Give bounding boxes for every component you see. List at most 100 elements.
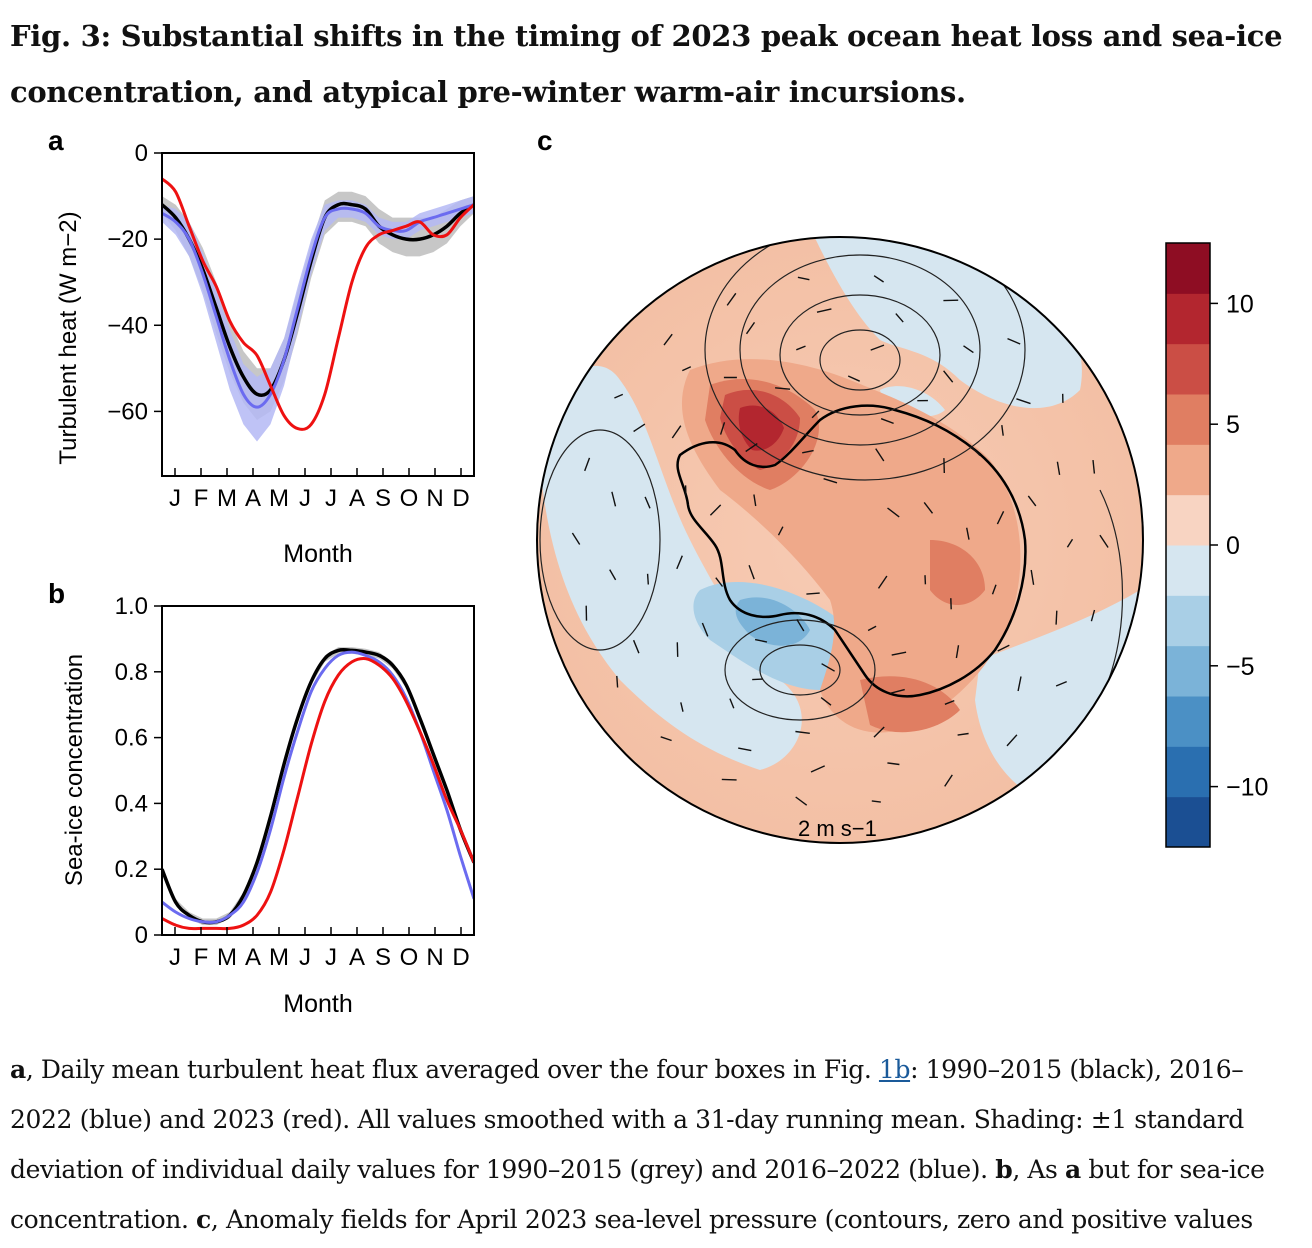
anomaly-region-negative [735, 597, 810, 646]
wind-vector [943, 370, 954, 383]
wind-vector [795, 796, 808, 806]
caption-text-a2: : 1990–2015 (black), 2016–2022 (blue) an… [10, 1055, 1244, 1184]
polar-anomaly-map [537, 237, 1143, 843]
colorbar-tick-label: 10 [1226, 290, 1254, 318]
wind-vector [795, 730, 810, 734]
shading-band-grey [162, 647, 474, 926]
panel-b-frame [161, 605, 475, 936]
wind-vector [797, 276, 810, 281]
x-tick-label: D [452, 485, 469, 512]
y-tick-label: 0 [135, 140, 148, 167]
wind-vector [796, 345, 806, 351]
y-tick-label: 0.8 [115, 659, 148, 686]
wind-vector [1007, 337, 1021, 345]
wind-vector [867, 625, 877, 632]
anomaly-region-positive [930, 540, 985, 605]
wind-vector [775, 387, 791, 390]
x-tick-label: J [169, 944, 181, 971]
wind-vector [997, 644, 1010, 652]
wind-vector [1016, 398, 1031, 405]
x-tick-label: F [194, 944, 209, 971]
wind-vector [811, 410, 820, 419]
wind-vector [1092, 460, 1096, 474]
colorbar-tick-label: −5 [1226, 653, 1255, 681]
wind-vector [944, 699, 955, 705]
wind-vector [753, 494, 757, 507]
panel-b-y-label: Sea-ice concentration [61, 654, 88, 886]
x-tick-label: D [452, 944, 469, 971]
wind-vector [1017, 676, 1022, 692]
panel-a-x-label: Month [283, 540, 352, 568]
colorbar-segment [1166, 796, 1210, 848]
y-tick-label: −40 [107, 312, 148, 339]
figure-caption: a, Daily mean turbulent heat flux averag… [10, 1045, 1305, 1245]
antarctic-coastline [676, 404, 1027, 698]
wind-vector [963, 345, 974, 354]
x-tick-label: A [245, 944, 261, 971]
panel-a-lines [162, 177, 474, 431]
anomaly-region-negative [538, 365, 802, 770]
wind-vector [957, 732, 969, 736]
x-tick-label: J [325, 944, 337, 971]
colorbar-tick-label: 5 [1226, 411, 1240, 439]
panel-b-bands [162, 647, 474, 926]
vector-scale-label: 2 m s−1 [798, 816, 877, 841]
colorbar-segment [1166, 696, 1210, 747]
wind-vector [646, 573, 649, 585]
wind-vector [806, 592, 820, 595]
x-tick-label: A [245, 485, 261, 512]
colorbar [1166, 243, 1210, 848]
panel-b-lines [162, 647, 474, 931]
colorbar-segment [1166, 645, 1210, 697]
series-line-black [162, 647, 474, 925]
wind-vector [966, 527, 970, 540]
series-line-red [162, 656, 474, 931]
panel-a-y-axis: 0 −20 −40 −60 [107, 140, 162, 425]
wind-vector [1055, 610, 1058, 625]
x-tick-label: N [426, 944, 443, 971]
x-tick-label: J [299, 485, 311, 512]
figure-title: Fig. 3: Substantial shifts in the timing… [10, 19, 1283, 109]
wind-vector [676, 555, 683, 570]
wind-vector [614, 393, 624, 399]
wind-vector [1006, 734, 1018, 747]
wind-vector [1099, 534, 1109, 548]
wind-vector [870, 344, 885, 351]
colorbar-segment [1166, 545, 1210, 596]
panel-a-bands [162, 191, 474, 442]
wind-vector [719, 422, 726, 435]
caption-text-b2: but for sea-ice concentration. [10, 1155, 1265, 1234]
wind-vector [1066, 538, 1074, 548]
wind-vector [891, 651, 907, 656]
wind-vector [991, 584, 997, 595]
wind-vector [680, 702, 684, 712]
wind-vector [887, 507, 900, 518]
shading-band-blue [162, 196, 474, 442]
x-tick-label: M [217, 485, 237, 512]
x-tick-label: N [426, 485, 443, 512]
wind-vector [660, 736, 672, 742]
wind-vector [895, 313, 904, 323]
wind-vector [748, 564, 755, 580]
figure-1b-link[interactable]: 1b [878, 1055, 911, 1084]
x-tick-label: O [400, 944, 419, 971]
wind-vector [996, 510, 1005, 525]
x-tick-label: J [169, 485, 181, 512]
wind-vector [944, 774, 953, 787]
wind-vector [745, 443, 758, 453]
wind-vector [616, 675, 619, 688]
x-tick-label: O [400, 485, 419, 512]
wind-vector [726, 292, 737, 306]
wind-vector [1055, 680, 1067, 687]
x-tick-label: M [217, 944, 237, 971]
wind-vector [738, 747, 752, 752]
anomaly-region-positive [738, 405, 784, 451]
y-tick-label: 0 [135, 922, 148, 949]
wind-vector [816, 308, 832, 313]
wind-vector [715, 577, 724, 587]
wind-vector [873, 726, 885, 738]
colorbar-segment [1166, 595, 1210, 647]
colorbar-segment [1166, 243, 1210, 294]
